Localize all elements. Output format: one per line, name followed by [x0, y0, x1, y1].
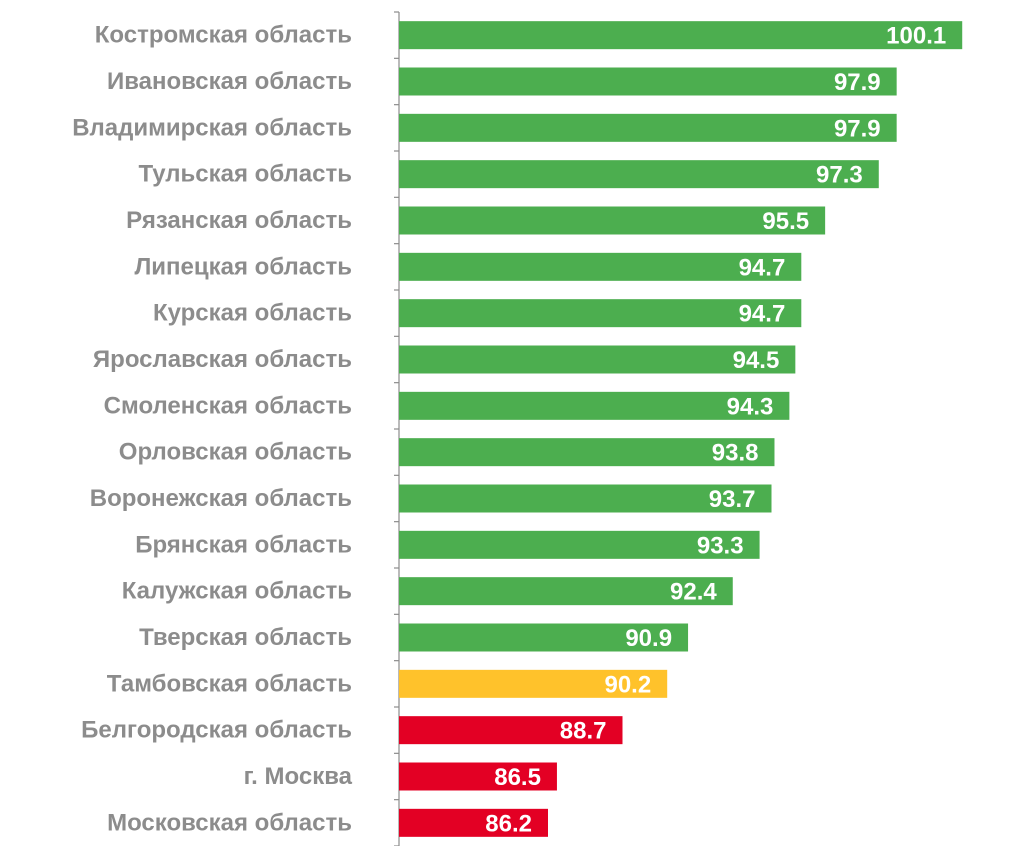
value-label: 95.5	[762, 208, 809, 235]
value-label: 94.3	[727, 393, 774, 420]
category-label: Липецкая область	[134, 253, 352, 280]
bar	[399, 206, 826, 235]
category-label: Московская область	[107, 809, 352, 836]
value-label: 93.3	[697, 532, 744, 559]
bar	[399, 438, 775, 467]
value-label: 93.7	[709, 486, 756, 513]
category-label: Орловская область	[119, 439, 352, 466]
value-label: 86.5	[494, 764, 541, 791]
bar	[399, 669, 668, 698]
value-label: 90.9	[625, 625, 672, 652]
value-label: 86.2	[485, 810, 532, 837]
value-label: 93.8	[712, 440, 759, 467]
bar	[399, 345, 796, 374]
bar	[399, 299, 802, 328]
value-label: 88.7	[560, 718, 607, 745]
category-label: Тульская область	[139, 161, 353, 188]
bar	[399, 160, 879, 189]
category-label: Владимирская область	[72, 114, 352, 141]
value-labels: 100.197.997.997.395.594.794.794.594.393.…	[485, 23, 946, 838]
value-label: 97.3	[816, 162, 863, 189]
bar	[399, 113, 897, 142]
category-label: Воронежская область	[90, 485, 352, 512]
category-label: Костромская область	[95, 22, 352, 49]
bar	[399, 623, 689, 652]
value-label: 97.9	[834, 115, 881, 142]
bar	[399, 21, 963, 50]
value-label: 94.7	[739, 254, 786, 281]
value-label: 97.9	[834, 69, 881, 96]
category-label: Белгородская область	[81, 717, 352, 744]
category-labels: Костромская область Ивановская область Вла…	[72, 22, 352, 837]
category-label: г. Москва	[244, 763, 353, 790]
bar	[399, 530, 760, 559]
category-axis	[394, 11, 400, 846]
category-label: Брянская область	[135, 531, 352, 558]
category-label: Калужская область	[122, 578, 352, 605]
category-label: Тамбовская область	[107, 670, 352, 697]
category-label: Курская область	[153, 300, 352, 327]
bar	[399, 762, 557, 791]
value-label: 90.2	[604, 671, 651, 698]
bar	[399, 716, 623, 745]
value-label: 100.1	[886, 23, 946, 50]
bar	[399, 808, 548, 837]
category-label: Ярославская область	[93, 346, 352, 373]
bars	[399, 21, 963, 837]
category-label: Рязанская область	[126, 207, 352, 234]
value-label: 94.7	[739, 301, 786, 328]
bar	[399, 67, 897, 96]
value-label: 94.5	[733, 347, 780, 374]
category-label: Смоленская область	[104, 392, 352, 419]
bar	[399, 252, 802, 281]
bar	[399, 391, 790, 420]
value-label: 92.4	[670, 579, 717, 606]
bar	[399, 577, 733, 606]
bar	[399, 484, 772, 513]
category-label: Тверская область	[139, 624, 352, 651]
category-label: Ивановская область	[107, 68, 352, 95]
